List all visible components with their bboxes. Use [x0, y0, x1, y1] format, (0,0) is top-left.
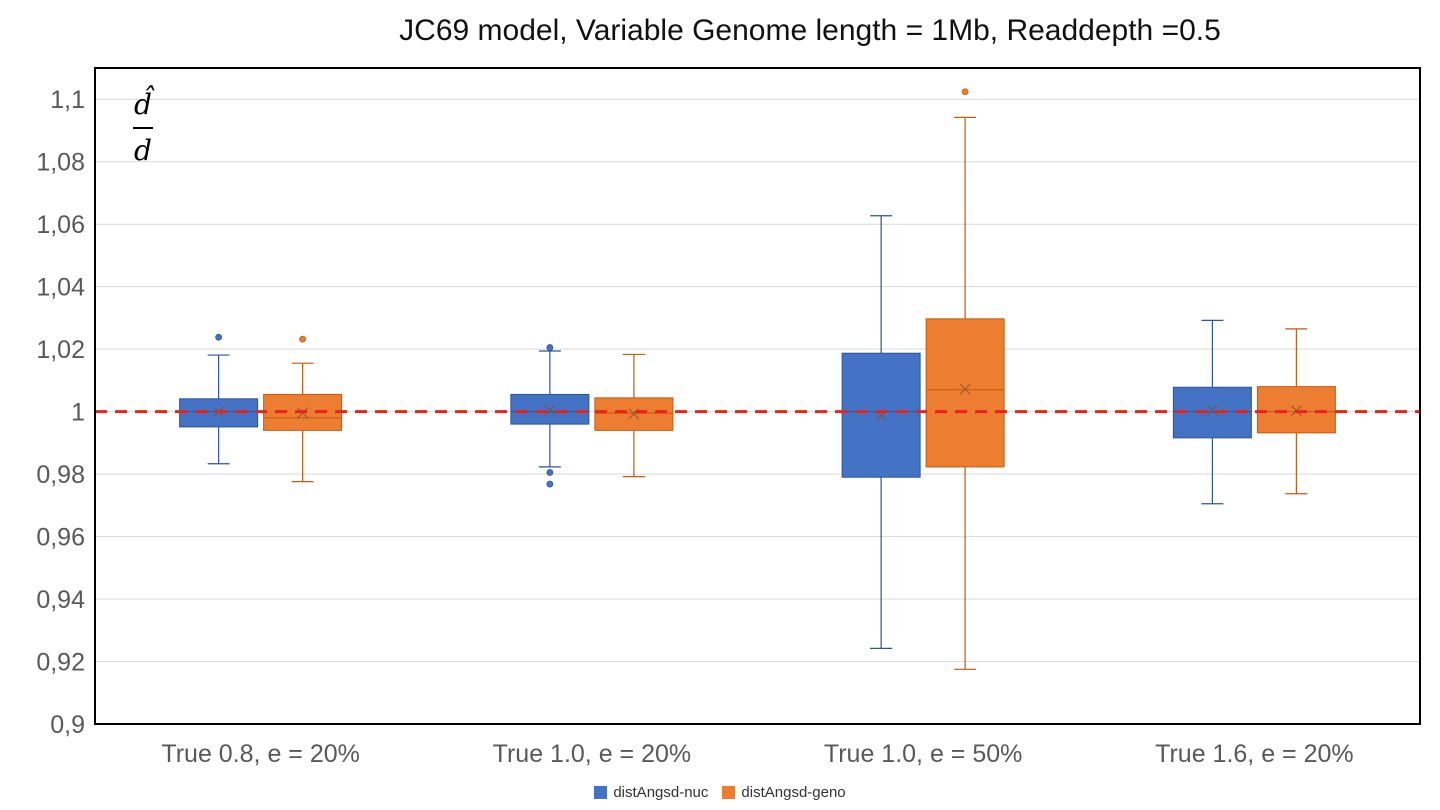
outlier-point	[299, 335, 307, 343]
x-tick-label: True 1.0, e = 20%	[493, 740, 692, 768]
outlier-point	[546, 469, 554, 476]
legend-swatch	[594, 786, 608, 799]
box-distAngsd-geno-2	[594, 353, 674, 478]
y-tick-label: 1,06	[36, 211, 85, 239]
y-tick-label: 1,02	[36, 336, 85, 364]
y-tick-label: 1,1	[50, 86, 85, 114]
y-tick-label: 0,98	[36, 461, 85, 489]
outlier-point	[215, 333, 223, 341]
y-tick-label: 1	[71, 399, 85, 427]
x-tick-label: True 1.0, e = 50%	[824, 740, 1023, 768]
formula-numerator: d̂	[134, 86, 155, 121]
y-tick-label: 1,08	[36, 149, 85, 177]
box-distAngsd-geno-3	[925, 88, 1005, 670]
y-axis-formula: d̂ d	[133, 86, 155, 167]
grid-lines	[95, 98, 1420, 725]
box-series	[179, 88, 1336, 670]
chart-title: JC69 model, Variable Genome length = 1Mb…	[399, 14, 1221, 47]
box-distAngsd-nuc-3	[841, 215, 921, 650]
outlier-point	[961, 88, 969, 96]
legend-swatch	[722, 786, 736, 799]
legend-item: distAngsd-geno	[722, 784, 846, 801]
y-tick-label: 0,96	[36, 524, 85, 552]
legend: distAngsd-nuc distAngsd-geno	[0, 784, 1440, 801]
box-iqr	[1256, 386, 1336, 434]
legend-label: distAngsd-nuc	[613, 784, 709, 801]
y-axis: 0,9 0,92 0,94 0,96 0,98 1 1,02 1,04 1,06 1,08 1,1	[36, 86, 85, 739]
x-tick-label: True 0.8, e = 20%	[161, 740, 360, 768]
y-tick-label: 0,92	[36, 649, 85, 677]
box-iqr	[510, 393, 590, 425]
box-distAngsd-nuc-1	[179, 333, 259, 465]
y-tick-label: 0,94	[36, 586, 85, 614]
box-distAngsd-nuc-2	[510, 344, 590, 488]
y-tick-label: 0,9	[50, 711, 85, 739]
x-tick-label: True 1.6, e = 20%	[1155, 740, 1354, 768]
box-distAngsd-geno-4	[1256, 328, 1336, 495]
formula-denominator: d	[134, 134, 152, 167]
outlier-point	[546, 480, 554, 488]
mean-marker	[1206, 405, 1218, 417]
legend-label: distAngsd-geno	[741, 784, 846, 801]
plot-frame	[94, 67, 1421, 725]
outlier-point	[546, 344, 554, 351]
x-axis: True 0.8, e = 20% True 1.0, e = 20% True 1…	[161, 740, 1353, 768]
mean-marker	[544, 404, 556, 416]
box-distAngsd-geno-1	[263, 335, 343, 483]
legend-item: distAngsd-nuc	[594, 784, 708, 801]
box-iqr	[925, 318, 1005, 468]
mean-marker	[959, 383, 971, 395]
y-tick-label: 1,04	[36, 274, 85, 302]
